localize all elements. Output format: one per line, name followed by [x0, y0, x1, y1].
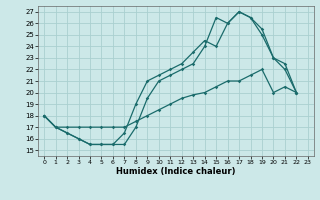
X-axis label: Humidex (Indice chaleur): Humidex (Indice chaleur) — [116, 167, 236, 176]
